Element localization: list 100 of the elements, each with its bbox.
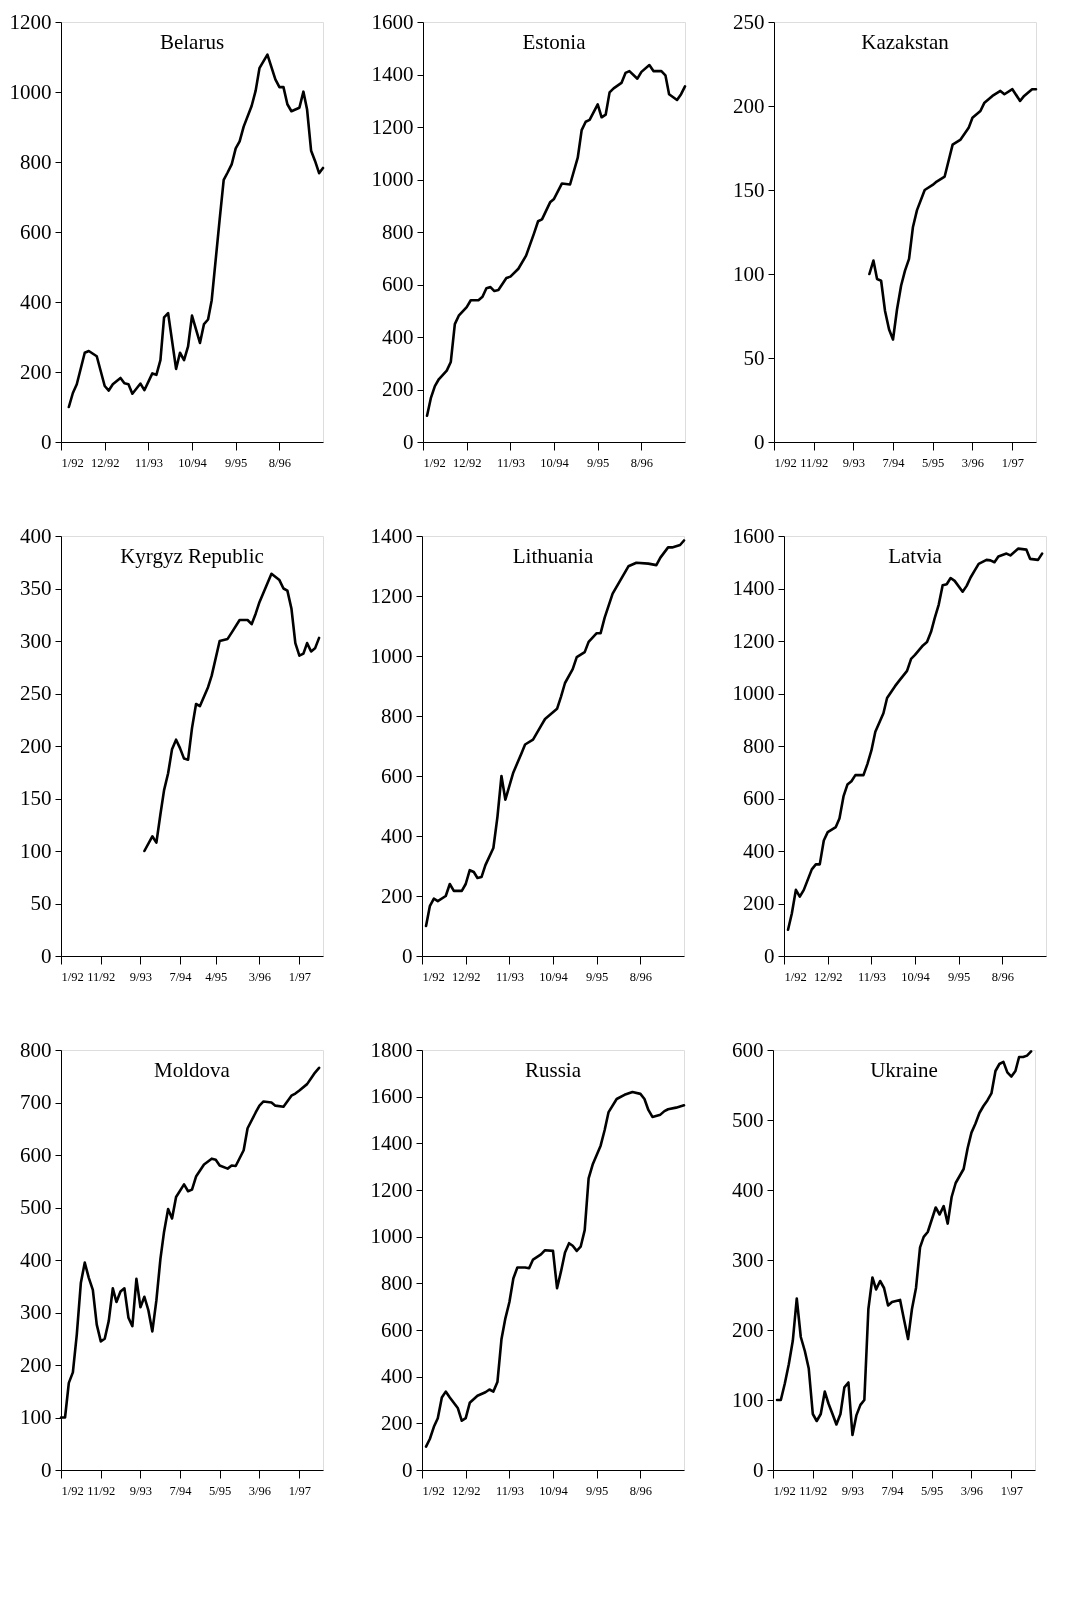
y-tick-label: 50 bbox=[743, 345, 765, 370]
x-tick-label: 1/97 bbox=[288, 1483, 311, 1498]
x-tick-label: 10/94 bbox=[540, 455, 570, 470]
x-tick-label: 1/97 bbox=[288, 969, 311, 984]
x-tick-label: 5/95 bbox=[921, 1483, 944, 1498]
x-tick-label: 11/93 bbox=[134, 455, 163, 470]
y-tick-label: 600 bbox=[381, 1317, 413, 1342]
y-tick-label: 1200 bbox=[371, 114, 414, 139]
y-tick-label: 800 bbox=[20, 1037, 52, 1062]
chart-title: Estonia bbox=[522, 30, 587, 54]
y-tick-label: 100 bbox=[20, 838, 52, 863]
x-tick-label: 9/95 bbox=[225, 455, 248, 470]
x-tick-label: 11/92 bbox=[800, 455, 829, 470]
x-tick-label: 10/94 bbox=[539, 969, 569, 984]
x-tick-label: 12/92 bbox=[90, 455, 120, 470]
chart-title: Moldova bbox=[154, 1058, 231, 1082]
y-tick-label: 100 bbox=[732, 1387, 764, 1412]
y-tick-label: 150 bbox=[733, 177, 765, 202]
y-tick-label: 600 bbox=[743, 786, 775, 810]
x-tick-label: 1/92 bbox=[423, 455, 446, 470]
x-tick-label: 11/93 bbox=[495, 1483, 524, 1498]
x-tick-label: 3/96 bbox=[960, 1483, 984, 1498]
line-series bbox=[775, 1050, 1033, 1437]
x-tick-label: 1\97 bbox=[1000, 1483, 1023, 1498]
y-tick-label: 200 bbox=[732, 1317, 764, 1342]
y-tick-label: 1600 bbox=[370, 1084, 413, 1109]
x-tick-label: 7/94 bbox=[169, 969, 193, 984]
x-tick-label: 8/96 bbox=[629, 969, 653, 984]
y-tick-label: 200 bbox=[20, 359, 52, 384]
y-tick-label: 1000 bbox=[370, 1224, 413, 1249]
y-tick-label: 300 bbox=[20, 1300, 52, 1324]
y-tick-label: 0 bbox=[402, 943, 413, 968]
y-tick-label: 1400 bbox=[371, 62, 414, 86]
y-tick-label: 400 bbox=[732, 1177, 764, 1202]
x-tick-label: 10/94 bbox=[178, 455, 208, 470]
y-tick-label: 400 bbox=[381, 823, 413, 848]
x-tick-label: 7/94 bbox=[881, 1483, 905, 1498]
x-tick-label: 11/92 bbox=[87, 1483, 116, 1498]
x-tick-label: 3/96 bbox=[248, 1483, 272, 1498]
y-tick-label: 800 bbox=[382, 219, 414, 244]
y-tick-label: 400 bbox=[382, 324, 414, 349]
y-tick-label: 300 bbox=[732, 1247, 764, 1272]
chart-title: Belarus bbox=[159, 30, 225, 54]
x-tick-label: 9/95 bbox=[948, 969, 971, 984]
y-tick-label: 400 bbox=[381, 1364, 413, 1389]
x-tick-label: 11/93 bbox=[857, 969, 886, 984]
y-tick-label: 800 bbox=[743, 733, 775, 758]
y-tick-label: 250 bbox=[733, 9, 765, 34]
x-tick-label: 9/93 bbox=[129, 1483, 153, 1498]
x-tick-label: 1/92 bbox=[61, 1483, 84, 1498]
chart-title: Ukraine bbox=[870, 1058, 938, 1082]
y-tick-label: 800 bbox=[381, 703, 413, 728]
y-tick-label: 100 bbox=[733, 261, 765, 286]
y-tick-label: 250 bbox=[20, 681, 52, 705]
y-tick-label: 1600 bbox=[732, 523, 775, 548]
y-tick-label: 600 bbox=[381, 763, 413, 788]
x-tick-label: 1/92 bbox=[422, 969, 445, 984]
x-tick-label: 11/92 bbox=[87, 969, 116, 984]
x-tick-label: 1/92 bbox=[784, 969, 807, 984]
y-tick-label: 1000 bbox=[371, 167, 414, 191]
x-tick-label: 9/93 bbox=[842, 455, 866, 470]
y-tick-label: 700 bbox=[20, 1090, 52, 1114]
y-tick-label: 800 bbox=[20, 149, 52, 174]
y-tick-label: 0 bbox=[754, 429, 765, 454]
line-series bbox=[868, 87, 1038, 341]
x-tick-label: 1/92 bbox=[774, 455, 797, 470]
y-tick-label: 600 bbox=[382, 272, 414, 296]
x-tick-label: 1/92 bbox=[61, 455, 84, 470]
y-tick-label: 1200 bbox=[732, 628, 775, 653]
chart-title: Kyrgyz Republic bbox=[120, 544, 264, 568]
chart-title: Latvia bbox=[888, 544, 943, 568]
y-tick-label: 200 bbox=[382, 377, 414, 401]
x-tick-label: 1/92 bbox=[422, 1483, 445, 1498]
x-tick-label: 12/92 bbox=[451, 969, 481, 984]
y-tick-label: 400 bbox=[20, 523, 52, 548]
y-tick-label: 500 bbox=[732, 1107, 764, 1132]
y-tick-label: 150 bbox=[20, 786, 52, 810]
chart-title: Lithuania bbox=[512, 544, 594, 568]
line-series bbox=[425, 63, 687, 418]
y-tick-label: 1200 bbox=[370, 583, 413, 608]
x-tick-label: 9/95 bbox=[586, 1483, 609, 1498]
y-tick-label: 1000 bbox=[732, 681, 775, 705]
x-tick-label: 5/95 bbox=[922, 455, 945, 470]
x-tick-label: 10/94 bbox=[901, 969, 931, 984]
y-tick-label: 50 bbox=[30, 891, 52, 915]
y-tick-label: 1400 bbox=[370, 523, 413, 548]
y-tick-label: 600 bbox=[20, 219, 52, 244]
y-tick-label: 400 bbox=[20, 289, 52, 314]
line-series bbox=[786, 547, 1044, 932]
y-tick-label: 200 bbox=[20, 733, 52, 758]
x-tick-label: 3/96 bbox=[248, 969, 272, 984]
x-tick-label: 8/96 bbox=[630, 455, 654, 470]
x-tick-label: 10/94 bbox=[539, 1483, 569, 1498]
y-tick-label: 1000 bbox=[370, 643, 413, 668]
y-tick-label: 200 bbox=[381, 1410, 413, 1435]
x-tick-label: 3/96 bbox=[961, 455, 985, 470]
x-tick-label: 8/96 bbox=[991, 969, 1015, 984]
y-tick-label: 1800 bbox=[370, 1037, 413, 1062]
y-tick-label: 1200 bbox=[370, 1177, 413, 1202]
y-tick-label: 0 bbox=[41, 943, 52, 968]
